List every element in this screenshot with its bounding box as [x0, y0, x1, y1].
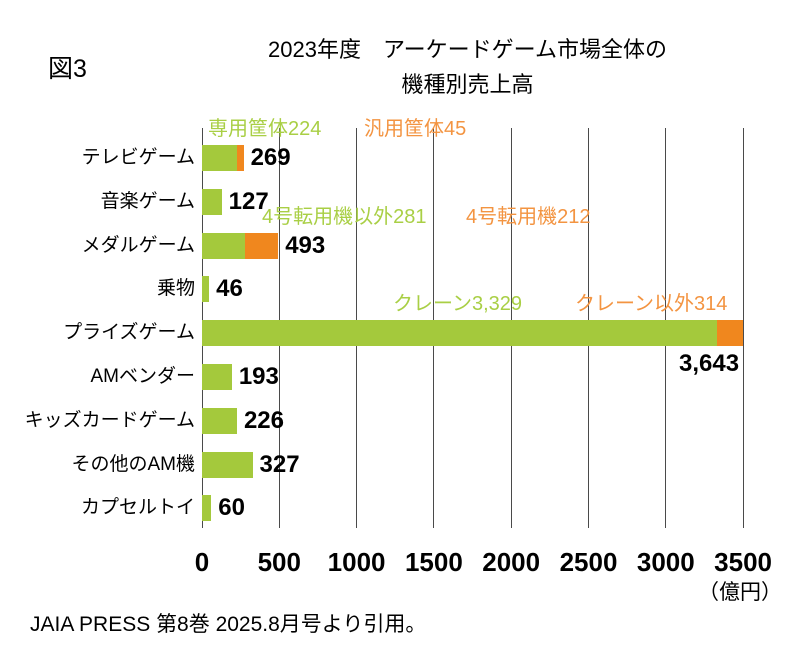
x-tick-label: 3500 [714, 547, 773, 577]
x-tick-label: 2500 [559, 547, 618, 577]
x-tick-label: 1500 [404, 547, 463, 577]
category-label: メダルゲーム [81, 234, 195, 256]
x-tick-label: 0 [194, 547, 210, 577]
chart-title-line2: 機種別売上高 [401, 72, 534, 97]
bar-segment-green [202, 145, 237, 171]
category-label: AMベンダー [90, 366, 195, 387]
bar-value-label: 269 [250, 144, 291, 171]
bar-value-label: 127 [228, 187, 269, 215]
x-tick-label: 500 [257, 547, 301, 577]
bar-segment-green [202, 188, 222, 215]
category-label: 乗物 [156, 278, 195, 300]
x-tick-label: 1000 [327, 547, 386, 577]
category-label: その他のAM機 [71, 453, 195, 475]
segment-annotation: 汎用筐体45 [364, 118, 467, 140]
bar-value-label: 193 [238, 363, 279, 390]
category-label: カプセルトイ [80, 497, 195, 519]
bar-value-label: 327 [259, 450, 300, 478]
axis-unit-label: （億円） [698, 581, 782, 604]
bar-segment-green [202, 407, 237, 434]
figure-label: 図3 [48, 55, 87, 83]
bar-value-label: 3,643 [679, 350, 740, 378]
bar-value-label: 226 [243, 406, 284, 434]
bar-value-label: 493 [285, 231, 326, 259]
segment-annotation: クレーン3,329 [393, 293, 523, 316]
x-tick-label: 3000 [636, 547, 695, 577]
bar-segment-green [202, 451, 253, 478]
bar-segment-green [202, 495, 212, 522]
bar-segment-green [202, 276, 210, 303]
x-tick-label: 2000 [482, 547, 541, 577]
bar-segment-orange [245, 232, 279, 259]
bar-segment-green [202, 364, 232, 390]
segment-annotation: 4号転用機212 [466, 205, 591, 228]
segment-annotation: 専用筐体224 [208, 118, 322, 140]
chart-title-line1: 2023年度 アーケードゲーム市場全体の [268, 37, 667, 62]
category-label: 音楽ゲーム [100, 190, 195, 212]
bar-value-label: 60 [218, 494, 245, 522]
bar-value-label: 46 [216, 275, 243, 303]
segment-annotation: クレーン以外314 [575, 293, 728, 316]
gridline [742, 128, 744, 528]
category-label: キッズカードゲーム [24, 409, 195, 431]
chart-title: 2023年度 アーケードゲーム市場全体の 機種別売上高 [155, 36, 780, 98]
bar-segment-orange [236, 145, 244, 171]
category-label: プライズゲーム [63, 322, 195, 344]
bar-segment-orange [716, 320, 744, 347]
bar-segment-green [202, 232, 246, 259]
bar-segment-green [202, 320, 717, 347]
source-citation: JAIA PRESS 第8巻 2025.8月号より引用。 [30, 613, 427, 636]
category-label: テレビゲーム [81, 147, 195, 168]
segment-annotation: 4号転用機以外281 [262, 205, 427, 228]
